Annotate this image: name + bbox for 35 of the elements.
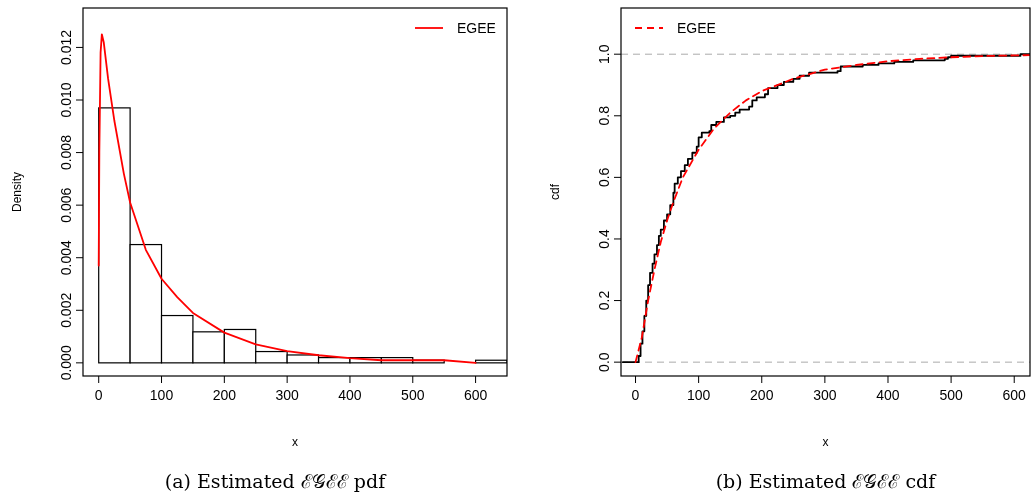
y-tick-label: 0.2: [596, 290, 612, 311]
x-tick-label: 400: [338, 387, 362, 403]
y-tick-label: 0.002: [58, 292, 74, 328]
legend-label: EGEE: [677, 20, 716, 36]
x-tick-label: 300: [275, 387, 300, 403]
y-tick-label: 0.0: [596, 352, 612, 372]
y-tick-label: 0.8: [596, 105, 612, 126]
x-tick-label: 500: [939, 387, 963, 403]
x-tick-label: 500: [401, 387, 425, 403]
text: (b) Estimated ℰ𝒢ℰℰ cdf: [715, 470, 938, 492]
y-tick-label: 0.4: [596, 229, 612, 249]
y-tick-label: 0.6: [596, 167, 612, 188]
x-tick-label: 600: [463, 387, 488, 403]
x-tick-label: 200: [212, 387, 237, 403]
y-tick-label: 0.012: [58, 29, 74, 65]
y-axis-title: cdf: [548, 183, 562, 201]
y-tick-label: 0.008: [58, 134, 74, 171]
y-tick-label: 0.006: [58, 187, 74, 223]
y-tick-label: 0.000: [58, 345, 74, 381]
x-tick-label: 200: [750, 387, 774, 403]
y-tick-label: 1.0: [596, 44, 612, 64]
x-tick-label: 400: [876, 387, 900, 403]
x-tick-label: 0: [631, 387, 640, 403]
y-tick-label: 0.004: [58, 239, 74, 276]
x-tick-label: 600: [1002, 387, 1027, 403]
y-tick-label: 0.010: [58, 82, 74, 118]
x-tick-label: 100: [686, 387, 711, 403]
x-axis-title: x: [292, 435, 298, 449]
x-tick-label: 0: [94, 387, 103, 403]
text: (a) Estimated ℰ𝒢ℰℰ pdf: [164, 470, 388, 492]
y-axis-title: Density: [10, 171, 24, 213]
legend-label: EGEE: [457, 20, 496, 36]
x-axis-title: x: [822, 435, 829, 449]
x-tick-label: 300: [813, 387, 837, 403]
x-tick-label: 100: [149, 387, 174, 403]
